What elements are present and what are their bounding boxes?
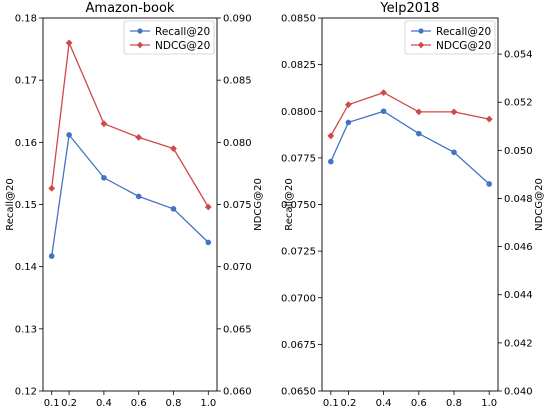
legend-box bbox=[123, 20, 215, 55]
right-y-tick-label: 0.042 bbox=[504, 338, 533, 349]
data-point bbox=[170, 206, 177, 212]
right-y-tick-label: 0.080 bbox=[223, 138, 252, 149]
right-y-tick-label: 0.048 bbox=[504, 194, 533, 205]
data-point bbox=[66, 132, 72, 138]
right-y-tick-label: 0.085 bbox=[223, 76, 252, 87]
left-y-tick-label: 0.17 bbox=[15, 76, 37, 87]
x-tick-label: 0.4 bbox=[96, 398, 112, 409]
series-1 bbox=[328, 108, 493, 187]
left-y-tick-label: 0.0800 bbox=[281, 107, 316, 118]
data-point bbox=[345, 101, 352, 109]
left-y-tick-label: 0.12 bbox=[15, 387, 37, 398]
data-point bbox=[416, 130, 422, 137]
legend-marker bbox=[417, 41, 425, 49]
data-point bbox=[380, 89, 387, 96]
legend-label: NDCG@20 bbox=[436, 40, 491, 52]
chart-panel-2: Yelp2018 0.1 0.2 0.4 0.6 0.8 1.0 0.0650 0.0675 0.… bbox=[281, 1, 545, 409]
data-point bbox=[100, 120, 108, 128]
left-y-axis-label: Recall@20 bbox=[5, 178, 16, 231]
left-y-tick-label: 0.0750 bbox=[281, 200, 316, 211]
data-point bbox=[328, 158, 334, 165]
x-tick-label: 1.0 bbox=[481, 398, 497, 409]
chart-title: Yelp2018 bbox=[379, 1, 439, 16]
right-y-tick-label: 0.052 bbox=[504, 98, 533, 109]
left-y-tick-label: 0.15 bbox=[15, 200, 37, 211]
left-y-tick-label: 0.0675 bbox=[281, 340, 316, 351]
series-2 bbox=[48, 39, 212, 211]
data-point bbox=[65, 39, 73, 47]
plot-frame bbox=[321, 17, 499, 392]
chart-panel-1: Amazon-book 0.1 0.2 0.4 0.6 0.8 1.0 0.12 0.13 0.1… bbox=[5, 1, 264, 409]
x-tick-label: 0.8 bbox=[166, 398, 182, 409]
data-point bbox=[415, 108, 423, 116]
right-y-tick-label: 0.065 bbox=[223, 324, 252, 335]
right-y-tick-label: 0.075 bbox=[223, 200, 252, 211]
right-y-axis-label: NDCG@20 bbox=[253, 178, 264, 231]
x-tick-label: 0.6 bbox=[411, 398, 427, 409]
data-point bbox=[135, 133, 143, 141]
right-y-tick-label: 0.070 bbox=[223, 262, 252, 273]
legend: Recall@20 NDCG@20 bbox=[404, 20, 496, 55]
right-y-axis-label: NDCG@20 bbox=[534, 178, 545, 231]
series-line bbox=[51, 40, 209, 208]
legend-marker bbox=[136, 41, 144, 49]
data-point bbox=[205, 239, 212, 246]
x-tick-label: 0.6 bbox=[131, 398, 147, 409]
x-tick-label: 1.0 bbox=[200, 398, 216, 409]
series-line bbox=[330, 110, 490, 185]
right-y-tick-label: 0.046 bbox=[504, 242, 533, 253]
legend-box bbox=[404, 20, 496, 55]
left-y-tick-label: 0.0725 bbox=[281, 247, 316, 258]
left-y-tick-label: 0.14 bbox=[15, 262, 37, 273]
legend-label: Recall@20 bbox=[436, 26, 491, 38]
legend-label: NDCG@20 bbox=[155, 40, 210, 52]
data-point bbox=[327, 132, 335, 140]
left-y-tick-label: 0.16 bbox=[15, 138, 37, 149]
data-point bbox=[48, 253, 55, 259]
series-2 bbox=[327, 89, 493, 140]
right-y-tick-label: 0.044 bbox=[504, 290, 533, 301]
data-point bbox=[380, 108, 387, 115]
left-y-axis-label: Recall@20 bbox=[284, 178, 295, 231]
data-point bbox=[451, 149, 457, 156]
data-point bbox=[485, 115, 493, 123]
data-point bbox=[486, 181, 493, 187]
x-tick-label: 0.2 bbox=[340, 398, 356, 409]
right-y-tick-label: 0.040 bbox=[504, 387, 533, 398]
chart-title: Amazon-book bbox=[86, 1, 175, 16]
left-y-tick-label: 0.0700 bbox=[281, 293, 316, 304]
right-y-tick-label: 0.050 bbox=[504, 146, 533, 157]
x-tick-label: 0.1 bbox=[44, 398, 60, 409]
legend: Recall@20 NDCG@20 bbox=[123, 20, 215, 55]
data-point bbox=[170, 145, 177, 152]
left-y-tick-label: 0.0775 bbox=[281, 153, 316, 164]
plot-frame bbox=[42, 17, 218, 392]
data-point bbox=[450, 108, 458, 116]
series-line bbox=[51, 133, 209, 257]
left-y-tick-label: 0.0825 bbox=[281, 60, 316, 71]
x-tick-label: 0.1 bbox=[323, 398, 339, 409]
right-y-tick-label: 0.060 bbox=[223, 387, 252, 398]
data-point bbox=[101, 174, 107, 181]
legend-marker bbox=[137, 28, 143, 34]
left-y-tick-label: 0.13 bbox=[15, 324, 37, 335]
series-line bbox=[330, 91, 490, 137]
series-1 bbox=[48, 132, 212, 259]
data-point bbox=[345, 119, 352, 126]
x-tick-label: 0.8 bbox=[446, 398, 462, 409]
right-y-tick-label: 0.090 bbox=[223, 14, 252, 25]
x-tick-label: 0.4 bbox=[376, 398, 392, 409]
data-point bbox=[204, 203, 212, 211]
x-tick-label: 0.2 bbox=[61, 398, 77, 409]
legend-marker bbox=[418, 28, 424, 34]
left-y-tick-label: 0.0850 bbox=[281, 14, 316, 25]
data-point bbox=[48, 184, 56, 192]
left-y-tick-label: 0.18 bbox=[15, 14, 37, 25]
right-y-tick-label: 0.054 bbox=[504, 50, 533, 61]
legend-label: Recall@20 bbox=[155, 26, 210, 38]
data-point bbox=[135, 193, 142, 200]
left-y-tick-label: 0.0650 bbox=[281, 387, 316, 398]
